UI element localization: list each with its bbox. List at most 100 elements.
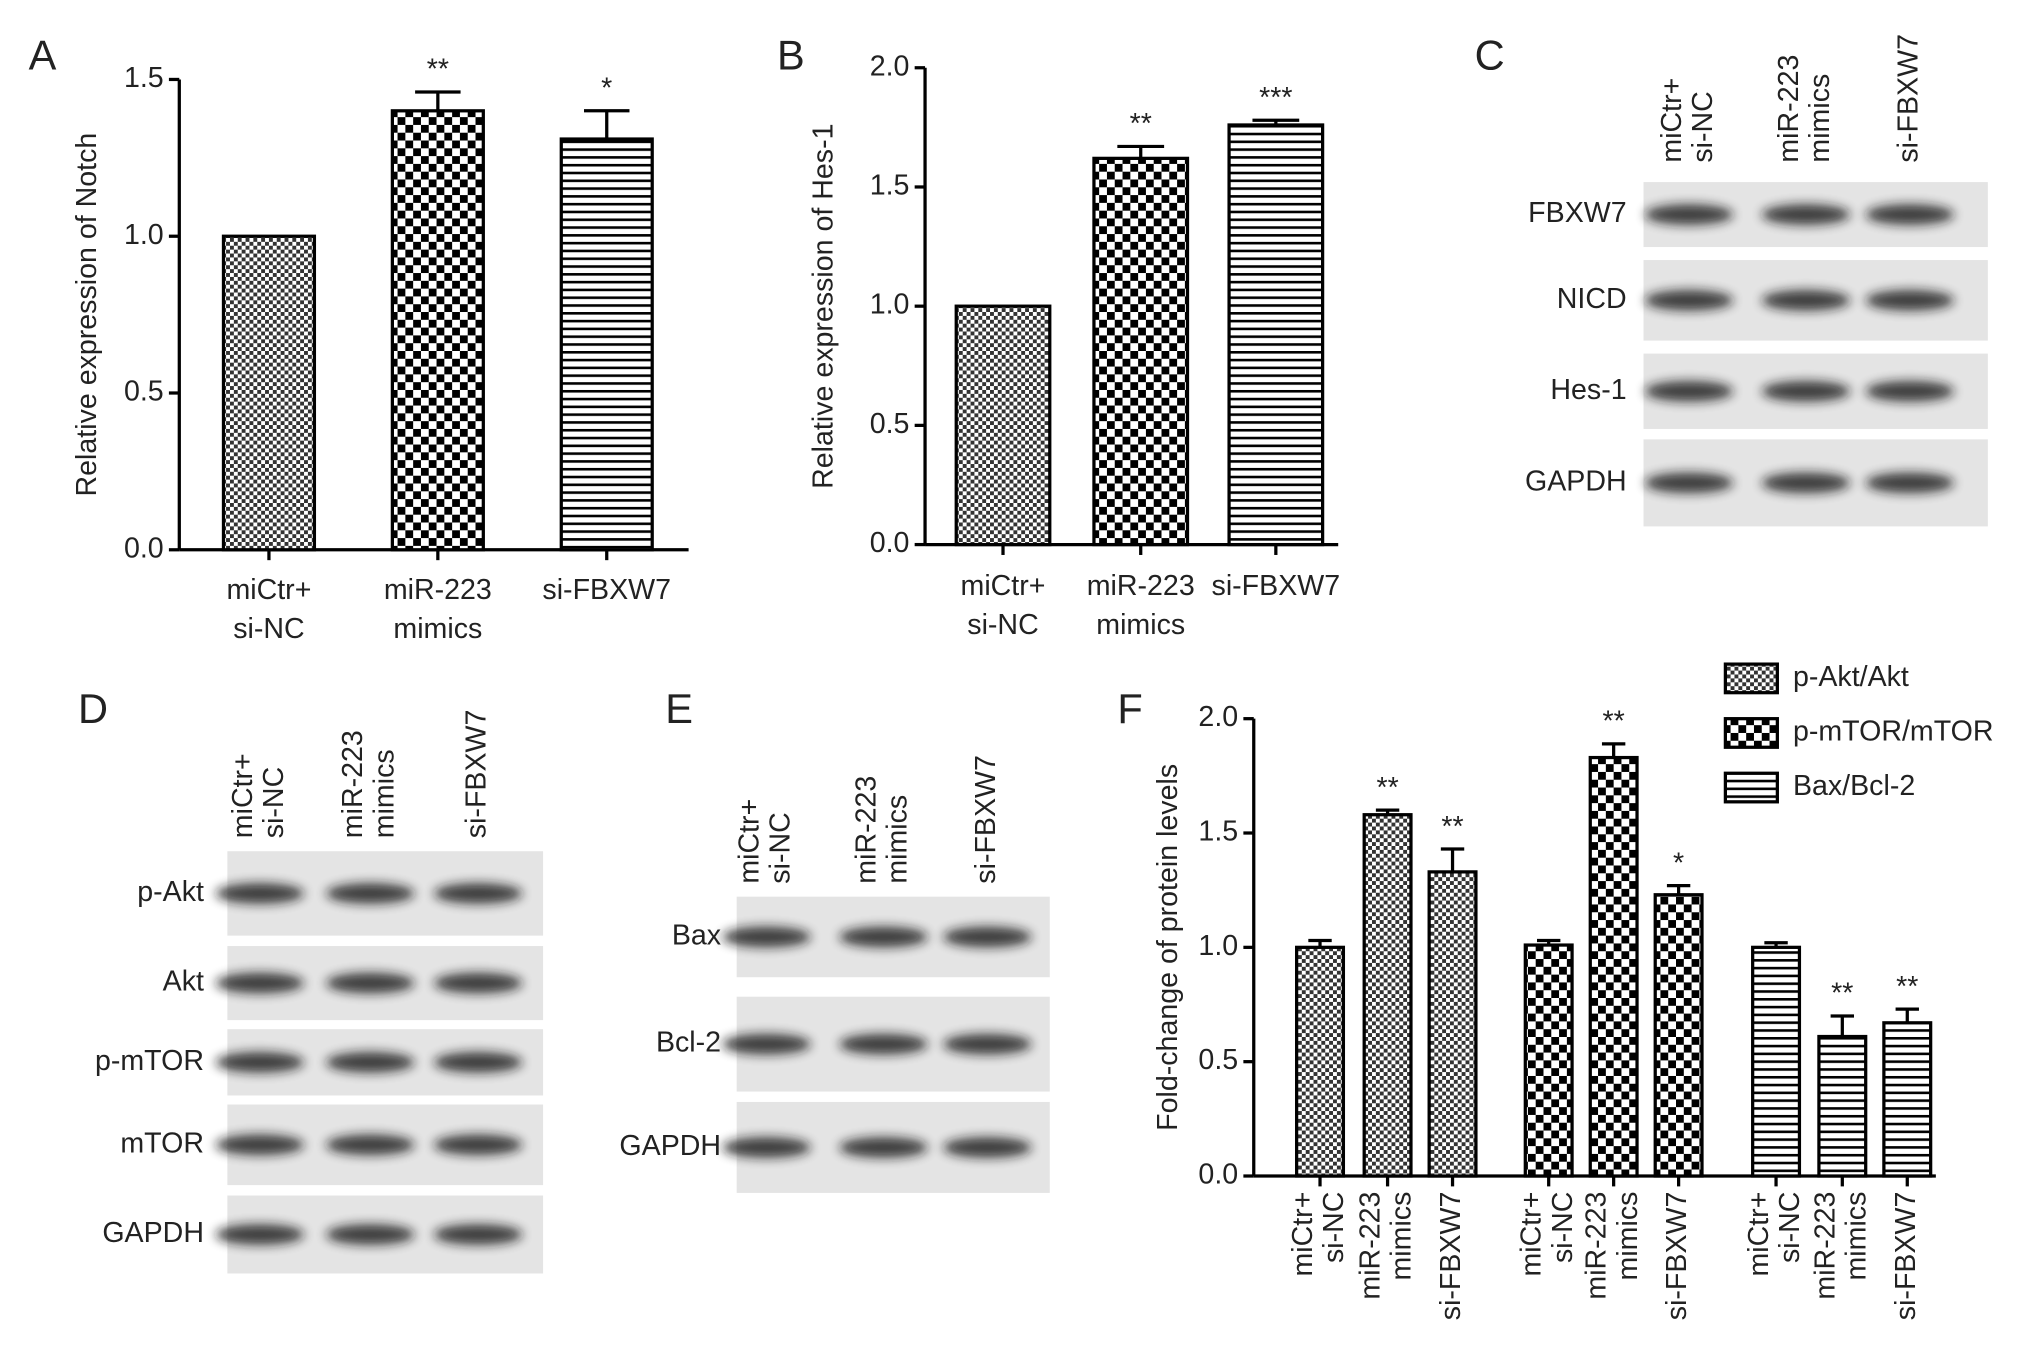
y-tick-label: 1.0	[870, 289, 910, 321]
lane-label: si-FBXW7	[970, 755, 1002, 884]
row-label: GAPDH	[619, 1130, 721, 1162]
bar	[221, 234, 317, 552]
y-tick-label: 1.5	[1198, 816, 1238, 848]
x-tick-label: mimics	[1386, 1192, 1418, 1281]
row-label: GAPDH	[1525, 465, 1627, 497]
x-tick-label: si-FBXW7	[1890, 1192, 1922, 1321]
band	[722, 1033, 811, 1055]
x-tick-label: miR-223	[1809, 1192, 1841, 1300]
y-tick-label: 0.0	[870, 527, 910, 559]
band	[1761, 472, 1851, 494]
panel-label: F	[1117, 685, 1142, 732]
legend-label: Bax/Bcl-2	[1793, 770, 1915, 802]
y-tick-label: 1.5	[124, 62, 164, 94]
bar	[390, 109, 485, 552]
lane-label: si-NC	[765, 812, 797, 883]
lane-label: si-NC	[258, 767, 290, 838]
band	[1761, 289, 1851, 311]
band	[1865, 289, 1955, 311]
bar	[1588, 755, 1639, 1178]
bar	[954, 304, 1052, 547]
x-tick-label: si-NC	[967, 609, 1038, 641]
band	[943, 1137, 1032, 1158]
legend-swatch	[1723, 771, 1779, 804]
x-tick-label: miR-223	[1581, 1192, 1613, 1300]
band	[215, 1134, 305, 1156]
x-tick-label: miCtr+	[1287, 1192, 1319, 1277]
legend-swatch	[1723, 662, 1779, 695]
significance-label: **	[1376, 772, 1398, 804]
y-tick-label: 0.5	[124, 376, 164, 408]
significance-label: **	[1130, 108, 1152, 140]
y-tick-label: 0.5	[870, 408, 910, 440]
band	[839, 1033, 928, 1055]
y-tick-label: 0.0	[1198, 1159, 1238, 1191]
band	[433, 1134, 523, 1156]
lane-label: miR-223	[850, 776, 882, 884]
bar	[559, 137, 654, 552]
x-tick-label: si-NC	[1774, 1192, 1806, 1263]
bar	[1751, 945, 1802, 1178]
lane-label: mimics	[368, 749, 400, 838]
band	[326, 1051, 415, 1073]
lane-label: mimics	[882, 795, 914, 884]
significance-label: **	[1896, 971, 1918, 1003]
significance-label: ***	[1259, 82, 1292, 114]
x-tick-label: mimics	[393, 613, 482, 645]
y-axis-label: Fold-change of protein levels	[1152, 764, 1184, 1131]
panel-label: B	[777, 32, 805, 79]
y-tick-label: 0.0	[124, 532, 164, 564]
lane-label: miCtr+	[227, 753, 259, 838]
legend-swatch	[1723, 717, 1779, 749]
band	[1644, 289, 1734, 311]
lane-label: miCtr+	[1656, 78, 1688, 163]
row-label: GAPDH	[102, 1217, 204, 1249]
band	[1865, 380, 1955, 402]
x-tick-label: mimics	[1612, 1192, 1644, 1281]
panel-label: A	[29, 32, 57, 79]
x-tick-label: miR-223	[1355, 1192, 1387, 1300]
panel-label: C	[1475, 32, 1505, 79]
bar	[1817, 1034, 1868, 1178]
row-label: mTOR	[120, 1127, 204, 1159]
bar	[1427, 870, 1478, 1178]
band	[943, 926, 1032, 948]
band	[215, 883, 305, 904]
band	[1644, 380, 1734, 402]
row-label: Bcl-2	[656, 1027, 721, 1059]
row-label: p-Akt	[137, 876, 204, 908]
y-axis-label: Relative expression of Hes-1	[808, 123, 840, 488]
band	[1761, 204, 1851, 225]
band	[1644, 472, 1734, 494]
significance-label: **	[1831, 978, 1853, 1010]
row-label: Hes-1	[1550, 374, 1626, 406]
lane-label: mimics	[1804, 74, 1836, 163]
legend-label: p-mTOR/mTOR	[1793, 716, 1994, 748]
x-tick-label: si-FBXW7	[1212, 570, 1341, 602]
panel-label: D	[78, 685, 108, 732]
x-tick-label: mimics	[1840, 1192, 1872, 1281]
bar	[1653, 893, 1704, 1178]
band	[433, 1051, 523, 1073]
x-tick-label: si-NC	[1318, 1192, 1350, 1263]
band	[326, 1134, 415, 1156]
row-label: Akt	[163, 966, 204, 998]
band	[1644, 204, 1734, 225]
legend-label: p-Akt/Akt	[1793, 661, 1909, 693]
band	[839, 1137, 928, 1158]
y-tick-label: 1.0	[124, 219, 164, 251]
bar	[1362, 813, 1413, 1178]
x-tick-label: si-NC	[233, 613, 304, 645]
bar	[1295, 945, 1346, 1178]
lane-label: si-FBXW7	[461, 710, 493, 839]
x-tick-label: si-FBXW7	[1435, 1192, 1467, 1321]
band	[326, 1224, 415, 1245]
lane-label: miCtr+	[734, 799, 766, 884]
row-label: NICD	[1557, 283, 1627, 315]
band	[215, 1224, 305, 1245]
x-tick-label: si-FBXW7	[1661, 1192, 1693, 1321]
bar	[1227, 123, 1325, 547]
y-tick-label: 2.0	[870, 50, 910, 82]
bar	[1092, 156, 1190, 547]
y-tick-label: 0.5	[1198, 1044, 1238, 1076]
